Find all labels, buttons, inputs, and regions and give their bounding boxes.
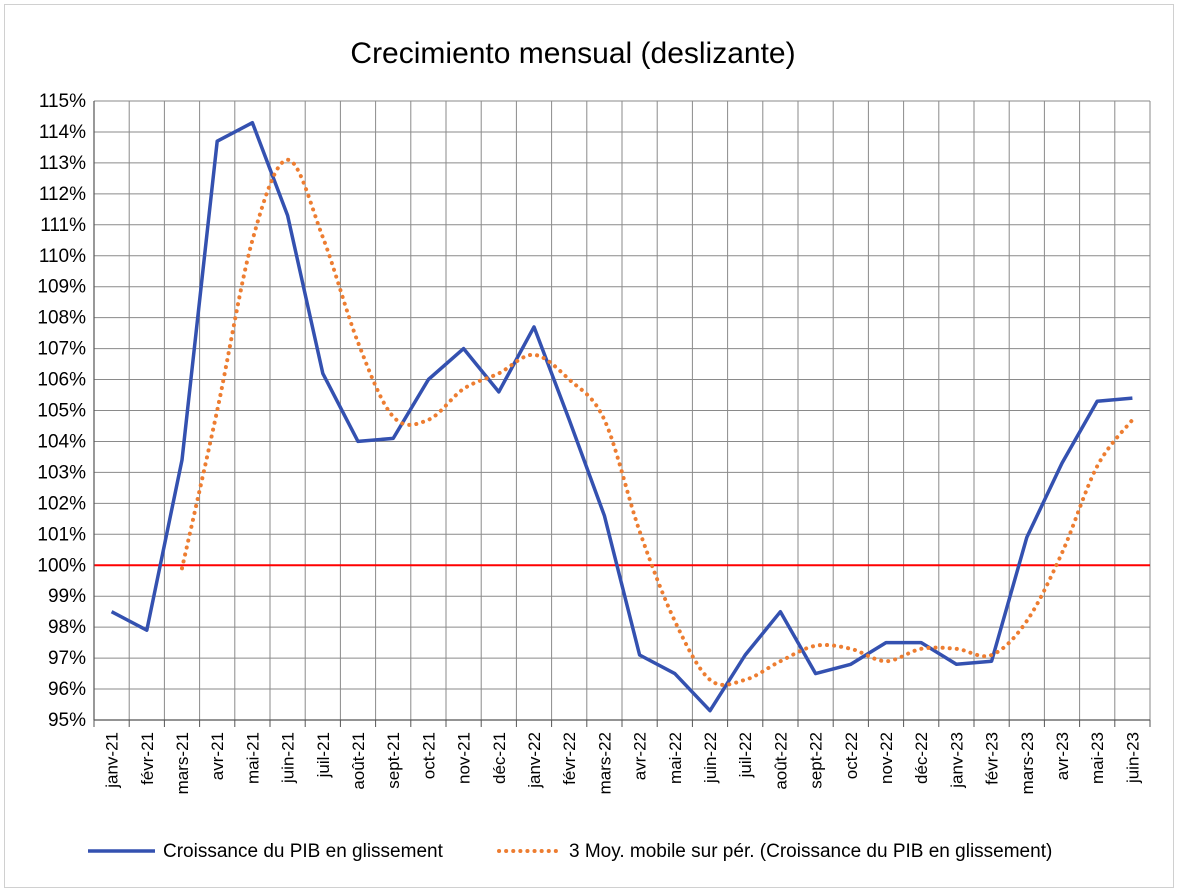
x-tick-label: févr-23 bbox=[983, 732, 1002, 785]
y-tick-label: 106% bbox=[37, 370, 86, 391]
y-tick-label: 108% bbox=[37, 308, 86, 329]
y-tick-label: 107% bbox=[37, 339, 86, 360]
y-tick-label: 112% bbox=[39, 184, 86, 205]
x-tick-label: nov-21 bbox=[455, 732, 474, 784]
x-tick-label: juin-23 bbox=[1123, 732, 1142, 784]
x-tick-label: déc-21 bbox=[490, 732, 509, 784]
axis-layer: 95% 96% 97% 98% 99% 100% 101% 102% 103% 104% 105% 1… bbox=[37, 91, 1151, 794]
y-tick-label: 110% bbox=[39, 246, 86, 267]
y-tick-label: 99% bbox=[48, 586, 86, 607]
x-tick-label: févr-22 bbox=[560, 732, 579, 785]
legend: Croissance du PIB en glissement 3 Moy. mo… bbox=[88, 841, 1052, 862]
x-tick-label: févr-21 bbox=[138, 732, 157, 785]
y-tick-label: 95% bbox=[48, 710, 86, 731]
x-tick-label: déc-22 bbox=[912, 732, 931, 784]
chart-frame: Crecimiento mensual (deslizante) 95% 96% 9… bbox=[4, 4, 1174, 888]
x-tick-label: juil-22 bbox=[736, 732, 755, 778]
x-tick-label: janv-21 bbox=[103, 732, 122, 789]
x-tick-label: mai-23 bbox=[1088, 732, 1107, 784]
x-tick-label: mars-21 bbox=[173, 732, 192, 794]
y-tick-label: 115% bbox=[39, 91, 86, 112]
chart-title: Crecimiento mensual (deslizante) bbox=[350, 37, 795, 70]
y-tick-label: 102% bbox=[37, 493, 86, 514]
y-tick-label: 98% bbox=[48, 617, 86, 638]
x-tick-label: sept-22 bbox=[807, 732, 826, 789]
y-tick-label: 97% bbox=[48, 648, 86, 669]
y-tick-label: 103% bbox=[37, 462, 86, 483]
y-tick-label: 100% bbox=[37, 555, 86, 576]
series-layer bbox=[110, 120, 1135, 713]
x-tick-label: oct-22 bbox=[842, 732, 861, 779]
y-tick-label: 109% bbox=[37, 277, 86, 298]
x-tick-label: juin-21 bbox=[279, 732, 298, 784]
x-tick-label: avr-23 bbox=[1053, 732, 1072, 780]
series-line-1 bbox=[110, 120, 1133, 713]
y-tick-label: 105% bbox=[37, 401, 86, 422]
y-tick-label: 113% bbox=[39, 153, 86, 174]
x-tick-label: avr-22 bbox=[631, 732, 650, 780]
legend-label-1: Croissance du PIB en glissement bbox=[163, 841, 444, 862]
x-tick-label: sept-21 bbox=[384, 732, 403, 789]
x-tick-label: janv-23 bbox=[947, 732, 966, 789]
x-tick-label: août-22 bbox=[771, 732, 790, 790]
x-tick-label: mai-21 bbox=[243, 732, 262, 784]
x-tick-label: mars-23 bbox=[1018, 732, 1037, 794]
x-tick-label: août-21 bbox=[349, 732, 368, 790]
y-tick-label: 101% bbox=[37, 524, 86, 545]
y-tick-label: 96% bbox=[48, 679, 86, 700]
legend-label-2: 3 Moy. mobile sur pér. (Croissance du PI… bbox=[569, 841, 1052, 862]
y-tick-label: 111% bbox=[40, 215, 86, 236]
x-tick-label: mai-22 bbox=[666, 732, 685, 784]
x-tick-label: nov-22 bbox=[877, 732, 896, 784]
y-tick-label: 104% bbox=[37, 431, 86, 452]
x-tick-label: juin-22 bbox=[701, 732, 720, 784]
x-tick-label: juil-21 bbox=[314, 732, 333, 778]
line-chart: Crecimiento mensual (deslizante) 95%96%9… bbox=[37, 37, 1151, 862]
grid-layer bbox=[93, 100, 1151, 721]
x-tick-label: oct-21 bbox=[419, 732, 438, 779]
x-tick-label: avr-21 bbox=[208, 732, 227, 780]
x-tick-label: mars-22 bbox=[595, 732, 614, 794]
x-tick-label: janv-22 bbox=[525, 732, 544, 789]
y-tick-label: 114% bbox=[39, 122, 86, 143]
series-line-2 bbox=[180, 157, 1135, 687]
